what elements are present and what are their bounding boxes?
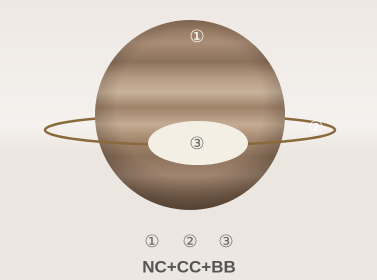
annotation: ① [189, 27, 204, 47]
legend-number: ① [144, 232, 159, 252]
legend-code: NC+CC+BB [142, 257, 236, 276]
annotation: ② [308, 118, 323, 138]
legend-number: ③ [218, 232, 233, 252]
product-image: ① ② ③ ① ② ③ NC+CC+BB [0, 0, 377, 280]
planet-shade [95, 20, 285, 210]
annotation: ③ [189, 134, 204, 154]
page: {"annotations": ["①", "②", "③"], "legend… [0, 0, 377, 280]
legend-number: ② [182, 232, 197, 252]
